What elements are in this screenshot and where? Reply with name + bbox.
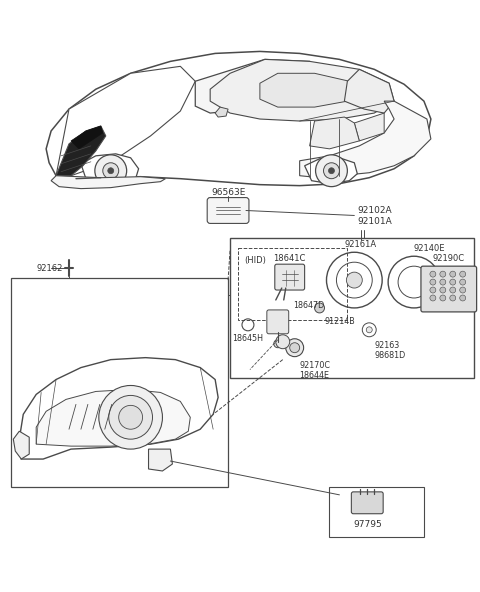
Circle shape [276, 334, 290, 349]
Circle shape [460, 295, 466, 301]
Text: 92101A: 92101A [357, 217, 392, 226]
Polygon shape [305, 158, 357, 184]
Polygon shape [210, 59, 394, 121]
FancyBboxPatch shape [267, 310, 288, 334]
Polygon shape [46, 52, 431, 186]
Text: 92190C: 92190C [433, 254, 465, 263]
Polygon shape [56, 126, 106, 176]
Circle shape [430, 287, 436, 293]
Polygon shape [81, 154, 139, 183]
Text: 97795: 97795 [353, 520, 382, 529]
Circle shape [430, 295, 436, 301]
Polygon shape [195, 59, 314, 113]
Polygon shape [148, 449, 172, 471]
Polygon shape [56, 66, 195, 176]
Polygon shape [51, 176, 166, 189]
FancyBboxPatch shape [12, 278, 228, 487]
Circle shape [440, 295, 446, 301]
Polygon shape [19, 358, 218, 459]
Polygon shape [310, 117, 360, 149]
Circle shape [119, 406, 143, 429]
Circle shape [366, 327, 372, 333]
Text: 18641C: 18641C [274, 254, 306, 263]
Circle shape [440, 271, 446, 277]
Circle shape [286, 339, 304, 356]
Text: 91214B: 91214B [324, 317, 355, 326]
FancyBboxPatch shape [351, 492, 383, 514]
Text: 92161A: 92161A [344, 240, 376, 249]
Text: 18647D: 18647D [293, 301, 324, 310]
Circle shape [450, 295, 456, 301]
Polygon shape [344, 69, 394, 113]
Polygon shape [260, 73, 349, 107]
Circle shape [450, 279, 456, 285]
Circle shape [460, 271, 466, 277]
Circle shape [324, 163, 339, 179]
Circle shape [460, 287, 466, 293]
Text: 98681D: 98681D [374, 351, 406, 360]
Polygon shape [215, 107, 228, 117]
Circle shape [450, 271, 456, 277]
Circle shape [103, 163, 119, 179]
Text: 92162: 92162 [36, 263, 62, 273]
Circle shape [460, 279, 466, 285]
FancyBboxPatch shape [207, 198, 249, 223]
Text: 92163: 92163 [374, 341, 399, 350]
Circle shape [315, 155, 348, 186]
Polygon shape [71, 126, 103, 149]
Text: 92102A: 92102A [357, 206, 392, 215]
FancyBboxPatch shape [230, 239, 474, 378]
Circle shape [440, 287, 446, 293]
Circle shape [274, 340, 282, 348]
Circle shape [95, 155, 127, 186]
Text: 18644E: 18644E [300, 371, 330, 380]
Text: 92140E: 92140E [414, 244, 445, 253]
Text: 18645H: 18645H [232, 334, 264, 343]
Circle shape [440, 279, 446, 285]
FancyBboxPatch shape [329, 487, 424, 536]
FancyBboxPatch shape [275, 264, 305, 290]
Text: 92170C: 92170C [300, 361, 331, 370]
FancyBboxPatch shape [238, 248, 348, 320]
Circle shape [347, 272, 362, 288]
Polygon shape [13, 431, 29, 459]
Circle shape [99, 385, 162, 449]
Polygon shape [354, 113, 384, 141]
Circle shape [108, 168, 114, 173]
Circle shape [430, 271, 436, 277]
Polygon shape [300, 101, 431, 176]
Polygon shape [36, 390, 190, 446]
Text: (HID): (HID) [244, 256, 266, 265]
Circle shape [430, 279, 436, 285]
Circle shape [290, 343, 300, 353]
Circle shape [328, 168, 335, 173]
Text: 96563E: 96563E [211, 188, 245, 197]
Circle shape [314, 303, 324, 313]
FancyBboxPatch shape [421, 266, 477, 312]
Circle shape [450, 287, 456, 293]
Circle shape [109, 395, 153, 439]
